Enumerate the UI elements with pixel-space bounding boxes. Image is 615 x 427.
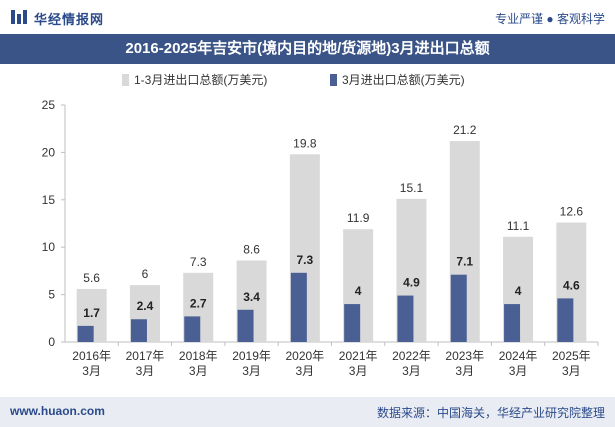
top-bar: 华经情报网 专业严谨 ● 客观科学 <box>0 0 615 34</box>
y-tick-label: 15 <box>42 193 56 207</box>
footer-bar <box>0 397 615 427</box>
data-label-march-4: 3.4 <box>243 290 260 304</box>
chart-title: 2016-2025年吉安市(境内目的地/货源地)3月进出口总额 <box>125 40 490 57</box>
data-label-march-9: 4 <box>515 284 522 298</box>
x-tick-label-1: 2016年 3月 <box>72 349 111 378</box>
bar-march-1 <box>77 325 94 342</box>
data-label-total-2: 6 <box>142 267 149 281</box>
bar-march-7 <box>397 295 414 342</box>
logo-icon <box>11 10 27 24</box>
x-tick-label-5: 2020年 3月 <box>285 349 324 378</box>
data-label-total-7: 15.1 <box>400 181 424 195</box>
title-bar <box>0 34 615 64</box>
x-tick-label-8: 2023年 3月 <box>445 349 484 378</box>
data-label-march-8: 7.1 <box>456 255 473 269</box>
legend-swatch-2 <box>330 74 337 86</box>
x-tick-label-3: 2018年 3月 <box>179 349 218 378</box>
data-label-total-9: 11.1 <box>507 219 530 233</box>
data-label-march-6: 4 <box>355 284 362 298</box>
bar-march-6 <box>344 304 361 342</box>
bar-chart: 0 5 10 15 20 25 1-3月进出口总额(万美元) 3月进出口总额(万美元) 5.6 1… <box>42 73 599 378</box>
legend-swatch-1 <box>122 74 129 86</box>
bar-march-4 <box>237 309 254 342</box>
data-source: 数据来源：中国海关，华经产业研究院整理 <box>376 406 605 420</box>
y-tick-label: 5 <box>48 288 55 302</box>
data-label-march-3: 2.7 <box>190 296 207 310</box>
data-label-total-10: 12.6 <box>560 205 584 219</box>
y-tick-label: 25 <box>42 98 56 112</box>
data-label-march-1: 1.7 <box>83 306 100 320</box>
data-label-total-3: 7.3 <box>190 255 207 269</box>
data-label-total-6: 11.9 <box>347 211 370 225</box>
x-tick-label-9: 2024年 3月 <box>499 349 538 378</box>
y-tick-label: 0 <box>48 335 55 349</box>
brand-name: 华经情报网 <box>34 12 105 27</box>
data-label-total-8: 21.2 <box>453 123 477 137</box>
x-tick-label-4: 2019年 3月 <box>232 349 271 378</box>
legend-label-1: 1-3月进出口总额(万美元) <box>134 73 267 87</box>
data-label-total-4: 8.6 <box>243 242 260 256</box>
data-label-march-7: 4.9 <box>403 276 420 290</box>
data-label-total-5: 19.8 <box>293 136 317 150</box>
bar-march-10 <box>557 298 574 342</box>
legend-label-2: 3月进出口总额(万美元) <box>342 73 465 87</box>
bar-march-2 <box>130 319 147 342</box>
slogan: 专业严谨 ● 客观科学 <box>495 12 605 26</box>
data-label-march-10: 4.6 <box>563 278 580 292</box>
x-tick-label-10: 2025年 3月 <box>552 349 591 378</box>
bar-march-9 <box>504 304 521 342</box>
bar-march-3 <box>184 316 201 342</box>
bar-march-5 <box>290 272 307 342</box>
data-label-total-1: 5.6 <box>83 271 100 285</box>
x-tick-label-6: 2021年 3月 <box>339 349 378 378</box>
x-tick-label-7: 2022年 3月 <box>392 349 431 378</box>
data-label-march-2: 2.4 <box>137 299 154 313</box>
data-label-march-5: 7.3 <box>297 253 314 267</box>
site-url: www.huaon.com <box>10 404 105 418</box>
y-tick-label: 20 <box>42 145 56 159</box>
x-tick-label-2: 2017年 3月 <box>126 349 165 378</box>
y-tick-label: 10 <box>42 240 56 254</box>
bar-march-8 <box>450 274 467 342</box>
